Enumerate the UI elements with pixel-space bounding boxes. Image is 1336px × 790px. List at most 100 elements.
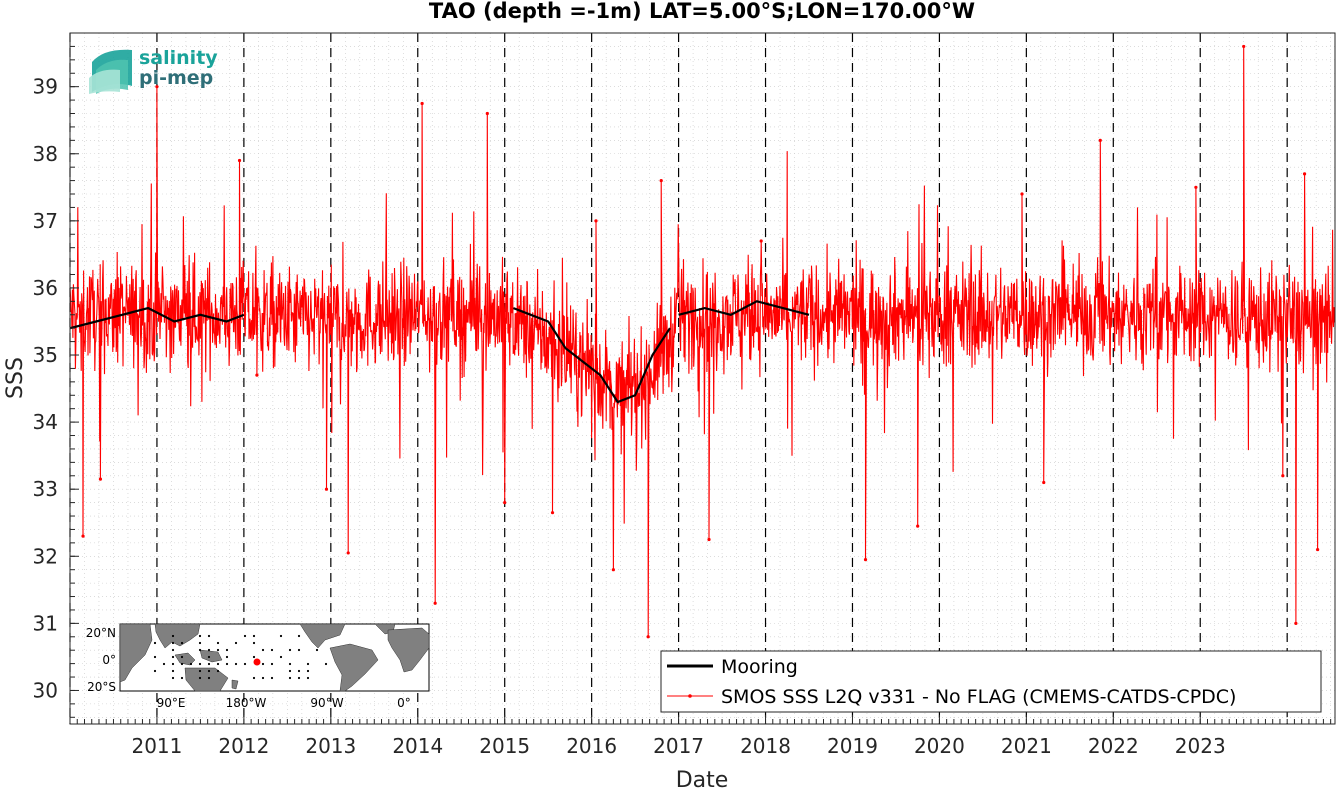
smos-point (98, 477, 103, 481)
smos-point (646, 635, 650, 639)
inset-buoy-dot (207, 634, 211, 638)
inset-buoy-dot (261, 662, 265, 666)
x-tick-label: 2015 (479, 734, 530, 758)
inset-buoy-dot (270, 648, 274, 652)
smos-point (659, 178, 663, 183)
inset-buoy-dot (288, 669, 292, 673)
inset-buoy-dot (306, 669, 310, 673)
x-tick-label: 2014 (392, 734, 443, 758)
inset-buoy-dot (189, 662, 193, 666)
inset-buoy-dot (288, 662, 292, 666)
inset-buoy-dot (243, 662, 247, 666)
inset-buoy-dot (297, 669, 301, 673)
inset-buoy-dot (288, 648, 292, 652)
inset-buoy-dot (171, 655, 175, 659)
inset-buoy-dot (180, 662, 184, 666)
y-tick-label: 34 (33, 410, 58, 434)
smos-point (1020, 192, 1024, 196)
smos-point (1281, 474, 1285, 478)
inset-buoy-dot (198, 662, 202, 666)
inset-lon-label-180w: 180°W (226, 696, 267, 710)
x-tick-label: 2021 (1001, 734, 1052, 758)
inset-buoy-dot (225, 648, 229, 652)
inset-buoy-dot (207, 648, 211, 652)
logo-text-pimep: pi-mep (139, 67, 213, 89)
inset-lat-label-20s: 20°S (87, 680, 116, 694)
inset-buoy-dot (216, 648, 220, 652)
inset-buoy-dot (153, 641, 157, 645)
inset-buoy-dot (315, 648, 319, 652)
inset-buoy-dot (198, 669, 202, 673)
y-tick-label: 39 (33, 75, 58, 99)
inset-buoy-dot (216, 669, 220, 673)
smos-series (69, 44, 1336, 639)
y-axis-title: SSS (3, 357, 28, 399)
smos-point (433, 601, 437, 605)
inset-buoy-dot (234, 641, 238, 645)
smos-point (550, 511, 555, 515)
smos-point (503, 501, 507, 505)
inset-buoy-dot (207, 662, 211, 666)
x-tick-label: 2023 (1175, 734, 1226, 758)
inset-buoy-dot (279, 655, 283, 659)
salinity-pimep-logo: salinity pi-mep (89, 47, 218, 94)
inset-buoy-dot (252, 641, 256, 645)
x-tick-label: 2022 (1088, 734, 1139, 758)
plot-frame (69, 32, 1336, 725)
inset-buoy-dot (243, 634, 247, 638)
x-tick-label: 2018 (740, 734, 791, 758)
x-axis-ticks: 2011 2012 2013 2014 2015 2016 2017 2018 2019 2020… (69, 715, 1332, 758)
legend-box (660, 650, 1322, 713)
smos-point (1098, 138, 1102, 142)
y-tick-label: 33 (33, 477, 58, 501)
inset-map: 20°N 0° 20°S 90°E 180°W 90°W 0° (86, 623, 430, 710)
inset-buoy-dot (171, 662, 175, 666)
inset-buoy-dot (198, 676, 202, 680)
smos-point (759, 239, 763, 243)
inset-buoy-dot (297, 634, 301, 638)
smos-point (237, 158, 242, 163)
inset-buoy-dot (162, 662, 166, 666)
x-tick-label: 2017 (653, 734, 704, 758)
x-tick-label: 2011 (131, 734, 182, 758)
inset-buoy-dot (153, 655, 157, 659)
inset-lon-label-0: 0° (397, 696, 411, 710)
inset-buoy-dot (207, 676, 211, 680)
logo-text-salinity: salinity (139, 47, 218, 69)
smos-point (863, 558, 868, 562)
smos-point (594, 219, 598, 223)
smos-point (1042, 480, 1046, 485)
inset-buoy-dot (216, 662, 220, 666)
inset-buoy-dot (252, 634, 256, 638)
smos-point (155, 85, 159, 89)
mooring-line (69, 306, 245, 330)
inset-lon-label-90w: 90°W (310, 696, 343, 710)
smos-point (346, 551, 350, 555)
inset-buoy-dot (171, 648, 175, 652)
x-tick-label: 2012 (218, 734, 269, 758)
legend-smos-marker (688, 694, 692, 698)
inset-lat-label-20n: 20°N (86, 626, 116, 640)
y-tick-label: 38 (33, 142, 58, 166)
smos-point (81, 534, 85, 538)
inset-buoy-dot (279, 634, 283, 638)
inset-buoy-dot (270, 662, 274, 666)
x-tick-label: 2019 (827, 734, 878, 758)
inset-buoy-dot (180, 641, 184, 645)
inset-buoy-dot (171, 669, 175, 673)
inset-buoy-dot (198, 634, 202, 638)
inset-buoy-dot (225, 662, 229, 666)
y-tick-label: 36 (33, 276, 58, 300)
inset-location-marker (253, 658, 261, 666)
x-tick-label: 2013 (305, 734, 356, 758)
inset-buoy-dot (252, 676, 256, 680)
mooring-line (678, 300, 810, 316)
smos-line (69, 46, 1336, 637)
y-axis-ticks: 30 31 32 33 34 35 36 37 38 39 (33, 45, 79, 718)
smos-point (1194, 185, 1198, 189)
inset-land (119, 623, 430, 692)
inset-buoy-dot (261, 648, 265, 652)
inset-buoy-dot (216, 641, 220, 645)
x-axis-title: Date (676, 768, 729, 790)
